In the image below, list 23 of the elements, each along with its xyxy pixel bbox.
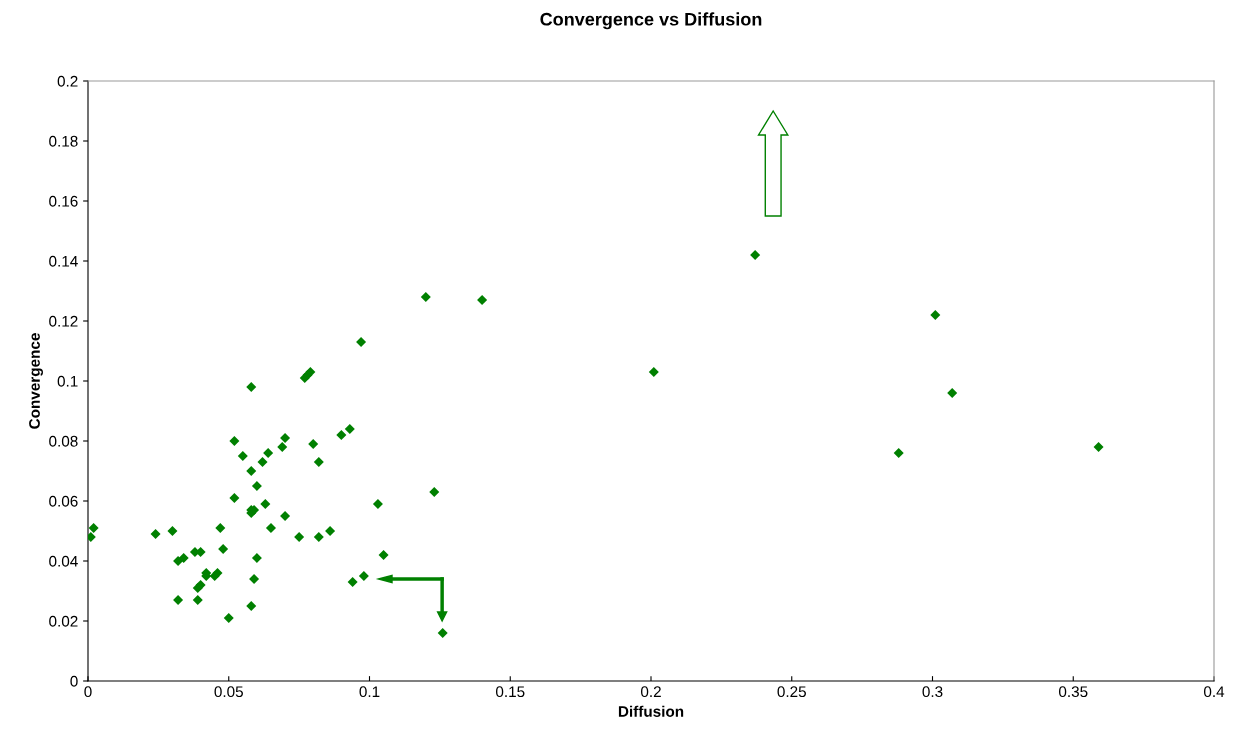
x-tick-label: 0.4: [1203, 686, 1225, 698]
x-tick-label: 0.35: [1058, 686, 1088, 698]
x-tick-label: 0.15: [495, 686, 525, 698]
y-tick-label: 0: [70, 675, 78, 687]
y-tick-label: 0.16: [49, 195, 78, 207]
x-axis-title: Diffusion: [618, 705, 684, 717]
x-tick-label: 0.2: [640, 686, 661, 698]
y-tick-label: 0.12: [49, 315, 78, 327]
x-tick-label: 0: [84, 686, 92, 698]
chart-title: Convergence vs Diffusion: [540, 12, 762, 30]
x-tick-label: 0.25: [777, 686, 806, 698]
x-tick-label: 0.1: [359, 686, 380, 698]
y-tick-label: 0.14: [49, 255, 78, 267]
y-tick-label: 0.18: [49, 135, 78, 147]
y-tick-label: 0.1: [57, 375, 78, 387]
y-tick-label: 0.02: [49, 615, 78, 627]
x-tick-label: 0.3: [922, 686, 943, 698]
y-tick-label: 0.08: [49, 435, 78, 447]
y-tick-label: 0.04: [49, 555, 78, 567]
x-tick-label: 0.05: [214, 686, 243, 698]
y-axis-title: Convergence: [29, 333, 43, 429]
y-tick-label: 0.2: [57, 75, 78, 87]
y-tick-label: 0.06: [49, 495, 78, 507]
